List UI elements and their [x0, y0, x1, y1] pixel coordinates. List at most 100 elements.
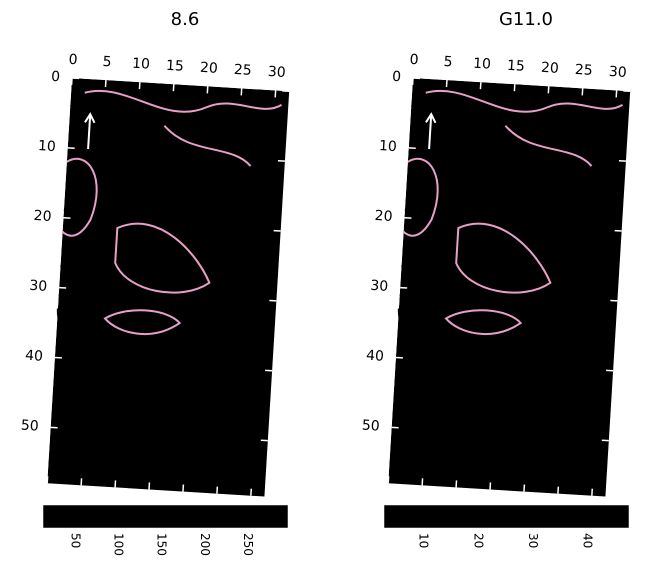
heatmap-cell: [96, 79, 127, 117]
x-tick-label: 25: [233, 62, 252, 79]
x-tick-label: 10: [132, 56, 151, 73]
heatmap-cell: [563, 262, 593, 300]
heatmap-cell: [188, 365, 219, 403]
heatmap-cell: [513, 189, 543, 227]
heatmap-cell: [129, 432, 160, 470]
heatmap-cell: [127, 467, 158, 497]
y-tick-label: 0: [392, 69, 402, 86]
heatmap-cell: [391, 392, 422, 430]
heatmap-cell: [201, 156, 232, 194]
heatmap-cell: [598, 124, 629, 162]
y-tick-label: 0: [51, 69, 61, 86]
heatmap-cell: [163, 329, 194, 367]
heatmap-cell: [433, 149, 464, 187]
heatmap-cell: [406, 147, 437, 185]
x-tick-label: 0: [409, 52, 419, 69]
heatmap-cell: [82, 324, 112, 362]
heatmap-cell: [437, 79, 468, 117]
heatmap-cell: [579, 438, 610, 477]
colorbar: [384, 505, 629, 528]
heatmap-cell: [186, 400, 217, 438]
colorbar-tick-label: 20: [471, 533, 485, 548]
heatmap-cell: [107, 360, 137, 398]
heatmap-cell: [47, 462, 77, 497]
x-tick-label: 20: [540, 60, 559, 77]
x-tick-label: 5: [102, 54, 112, 71]
heatmap-cell: [506, 294, 537, 332]
y-tick-label: 50: [361, 418, 380, 435]
heatmap-cell: [52, 357, 83, 395]
colorbar-tick-label: 40: [581, 533, 595, 548]
heatmap-cell: [230, 122, 261, 161]
heatmap-cell: [468, 467, 499, 497]
heatmap-cell: [169, 224, 200, 262]
heatmap-cell: [515, 154, 545, 192]
heatmap-cell: [88, 219, 119, 257]
heatmap-cell: [533, 295, 564, 334]
heatmap-cell: [73, 463, 104, 497]
heatmap-cell: [388, 462, 418, 497]
heatmap-cell: [57, 287, 87, 325]
heatmap-cell: [178, 84, 209, 122]
panel: 0 5 10 15 20 25 30 0 10 20 30 40 50: [361, 52, 631, 497]
heatmap-cell: [529, 365, 560, 403]
heatmap-cell: [558, 332, 589, 370]
heatmap-cell: [508, 259, 539, 297]
heatmap-cell: [485, 187, 516, 225]
contours: [396, 89, 622, 364]
heatmap-cell: [475, 362, 506, 400]
heatmap-cell: [517, 119, 548, 157]
heatmap-cell: [395, 322, 426, 360]
y-tick-label: 30: [29, 278, 48, 295]
heatmap-cell: [481, 257, 512, 295]
heatmap-cell: [525, 435, 556, 473]
heatmap-cell: [154, 468, 185, 497]
heatmap-cell: [389, 427, 420, 465]
heatmap-cell: [414, 463, 445, 497]
heatmap-cell: [238, 438, 269, 477]
heatmap-cell: [217, 332, 248, 370]
heatmap-cell: [456, 221, 487, 259]
heatmap-cell: [121, 116, 152, 154]
heatmap-cell: [134, 362, 165, 400]
heatmap-cell: [460, 151, 491, 189]
colorbar: [43, 505, 288, 528]
heatmap-cell: [144, 187, 175, 225]
heatmap-cell: [393, 357, 424, 395]
heatmap-cell: [540, 191, 570, 229]
heatmap-cell: [247, 299, 277, 337]
y-tick-label: 30: [370, 278, 389, 295]
heatmap-cell: [119, 151, 150, 189]
x-tick-label: 5: [443, 54, 453, 71]
heatmap-cell: [102, 430, 133, 468]
heatmap-cell: [65, 147, 96, 185]
heatmap-cell: [240, 404, 271, 442]
colorbar-tick-label: 100: [112, 533, 126, 556]
y-tick-label: 40: [25, 348, 44, 365]
heatmap-cell: [470, 432, 501, 470]
heatmap-cell: [402, 217, 433, 255]
heatmap-cell: [59, 252, 89, 290]
heatmap-cell: [592, 229, 623, 267]
heatmap-cell: [590, 264, 621, 302]
y-tick-label: 20: [374, 208, 393, 225]
heatmap-cell: [209, 472, 240, 497]
x-tick-label: 20: [199, 60, 218, 77]
colorbar-tick-label: 10: [417, 533, 431, 548]
heatmap-cell: [565, 227, 595, 265]
heatmap-cell: [192, 295, 223, 334]
heatmap-cell: [61, 217, 92, 255]
heatmap-cell: [495, 468, 526, 497]
heatmap-cell: [477, 327, 508, 365]
heatmap-cell: [167, 259, 198, 297]
heatmap-cell: [594, 194, 625, 232]
contours: [55, 89, 281, 364]
heatmap-cell: [251, 229, 282, 267]
heatmap-cell: [567, 192, 598, 230]
heatmap-cell: [54, 322, 85, 360]
heatmap-cell: [94, 114, 125, 152]
heatmap-cell: [435, 114, 466, 152]
heatmap-cell: [473, 397, 503, 435]
heatmap-cell: [205, 86, 236, 124]
